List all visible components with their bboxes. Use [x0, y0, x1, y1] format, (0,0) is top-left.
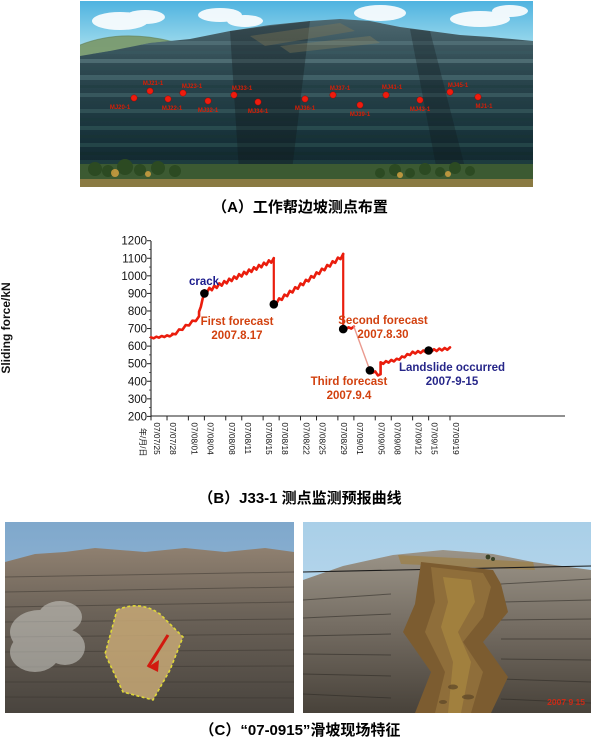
svg-text:年/月/日: 年/月/日	[138, 428, 148, 456]
svg-text:07/08/11: 07/08/11	[243, 422, 253, 454]
svg-text:MJ21-1: MJ21-1	[143, 81, 164, 87]
svg-text:MJ39-1: MJ39-1	[350, 112, 371, 118]
svg-text:crack: crack	[189, 276, 220, 288]
svg-text:07/07/25: 07/07/25	[152, 422, 162, 455]
svg-text:2007.9.4: 2007.9.4	[327, 390, 372, 402]
svg-text:07/07/28: 07/07/28	[168, 422, 178, 455]
svg-text:600: 600	[128, 341, 147, 353]
svg-text:700: 700	[128, 324, 147, 336]
svg-text:MJ32-1: MJ32-1	[198, 108, 219, 114]
svg-text:MJ33-1: MJ33-1	[232, 86, 253, 92]
svg-text:07/08/25: 07/08/25	[318, 422, 328, 455]
svg-text:500: 500	[128, 359, 147, 371]
svg-text:07/09/05: 07/09/05	[376, 422, 386, 455]
svg-text:200: 200	[128, 411, 147, 423]
svg-text:07/08/22: 07/08/22	[302, 422, 312, 455]
svg-text:First forecast: First forecast	[201, 316, 274, 328]
svg-text:MJ45-1: MJ45-1	[448, 83, 469, 89]
svg-text:07/09/19: 07/09/19	[451, 422, 461, 455]
svg-text:300: 300	[128, 394, 147, 406]
svg-text:2007.8.30: 2007.8.30	[357, 329, 408, 341]
svg-text:Second forecast: Second forecast	[338, 315, 428, 327]
svg-text:07/09/15: 07/09/15	[430, 422, 440, 455]
svg-text:Landslide occurred: Landslide occurred	[399, 362, 505, 374]
svg-text:2007 9 15: 2007 9 15	[547, 697, 585, 707]
svg-text:07/08/01: 07/08/01	[189, 422, 199, 455]
svg-text:MJ36-1: MJ36-1	[295, 106, 316, 112]
svg-text:MJ41-1: MJ41-1	[382, 85, 403, 91]
svg-text:800: 800	[128, 306, 147, 318]
svg-text:MJ20-1: MJ20-1	[110, 105, 131, 111]
svg-text:07/08/18: 07/08/18	[280, 422, 290, 455]
svg-text:07/08/29: 07/08/29	[339, 422, 349, 455]
svg-text:Third forecast: Third forecast	[311, 376, 388, 388]
svg-text:07/08/04: 07/08/04	[205, 422, 215, 455]
svg-text:MJ34-1: MJ34-1	[248, 109, 269, 115]
svg-text:400: 400	[128, 376, 147, 388]
svg-text:2007-9-15: 2007-9-15	[426, 376, 479, 388]
svg-text:07/09/12: 07/09/12	[414, 422, 424, 455]
svg-text:07/09/08: 07/09/08	[392, 422, 402, 455]
svg-text:2007.8.17: 2007.8.17	[211, 330, 262, 342]
svg-text:MJ23-1: MJ23-1	[182, 84, 203, 90]
svg-text:MJ43-1: MJ43-1	[410, 107, 431, 113]
svg-text:MJ22-1: MJ22-1	[162, 106, 183, 112]
svg-text:07/09/01: 07/09/01	[355, 422, 365, 455]
svg-text:1000: 1000	[121, 271, 147, 283]
svg-text:MJ1-1: MJ1-1	[475, 104, 493, 110]
svg-text:1200: 1200	[121, 236, 147, 248]
svg-text:07/08/15: 07/08/15	[264, 422, 274, 455]
svg-text:Sliding force/kN: Sliding force/kN	[0, 282, 13, 373]
svg-text:900: 900	[128, 288, 147, 300]
svg-text:1100: 1100	[122, 253, 147, 265]
svg-text:07/08/08: 07/08/08	[227, 422, 237, 455]
svg-text:MJ37-1: MJ37-1	[330, 86, 351, 92]
